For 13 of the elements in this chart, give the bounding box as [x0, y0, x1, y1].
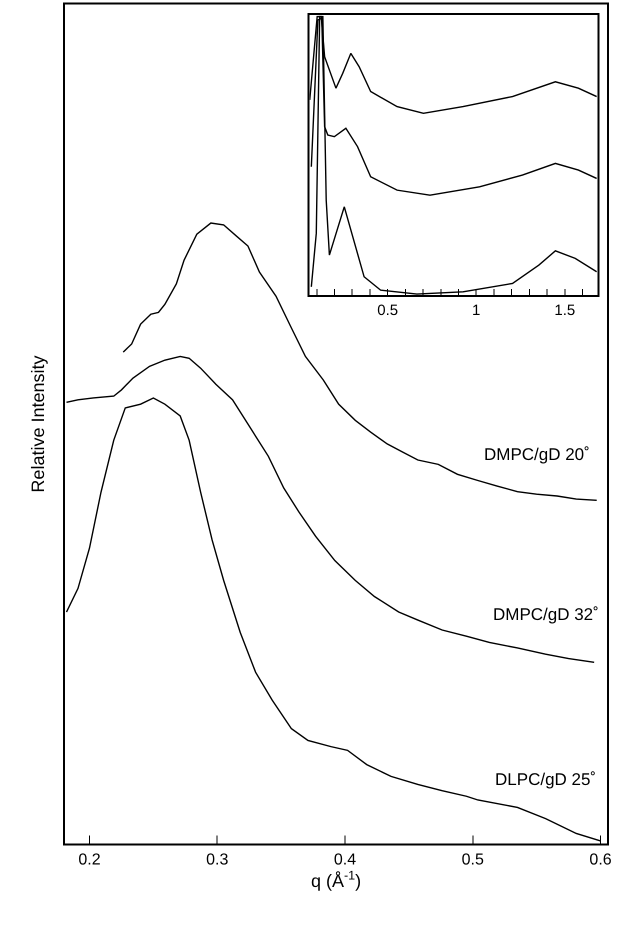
- x-axis-title: q (Å$^{-1}$): [310, 868, 362, 892]
- x-tick-label: 0.5: [377, 302, 398, 320]
- series-label: DMPC/gD 32˚: [493, 605, 599, 624]
- x-tick-label: 1.5: [554, 302, 576, 320]
- y-axis-title: Relative Intensity: [28, 355, 48, 493]
- x-tick-label: 1: [472, 302, 480, 320]
- x-tick-label: 0.3: [206, 852, 228, 869]
- x-tick-label: 0.2: [78, 852, 101, 869]
- x-tick-label: 0.6: [589, 852, 612, 869]
- series-label: DMPC/gD 20˚: [484, 445, 590, 464]
- series-label: DLPC/gD 25˚: [495, 770, 596, 789]
- x-tick-label: 0.4: [334, 852, 356, 869]
- x-tick-label: 0.5: [462, 852, 484, 869]
